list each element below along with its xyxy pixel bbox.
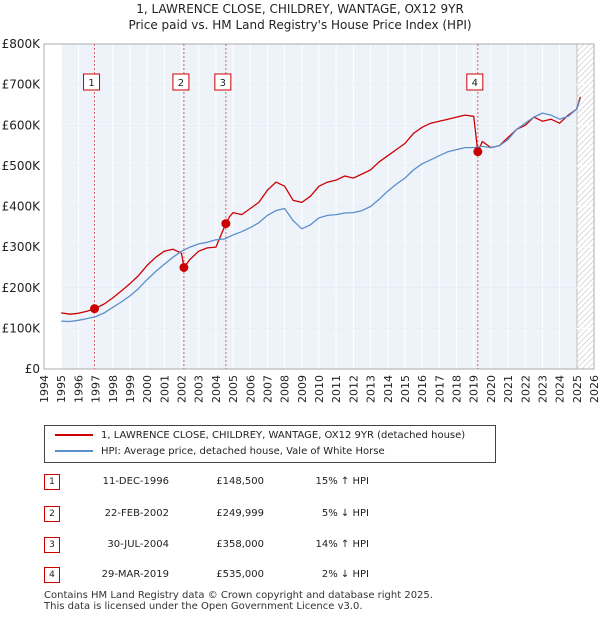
legend-label-hpi: HPI: Average price, detached house, Vale… bbox=[101, 446, 385, 457]
sale-point bbox=[473, 147, 483, 157]
transaction-price: £358,000 bbox=[216, 539, 264, 550]
x-tick-label: 2004 bbox=[210, 375, 223, 403]
x-tick-label: 1994 bbox=[38, 375, 51, 403]
y-tick-label: £800K bbox=[2, 37, 42, 51]
transaction-number-badge: 2 bbox=[44, 506, 60, 522]
x-tick-label: 2026 bbox=[588, 375, 600, 403]
x-tick-label: 2024 bbox=[554, 375, 567, 403]
sale-point bbox=[90, 304, 100, 314]
x-tick-label: 2003 bbox=[193, 375, 206, 403]
sale-number-box bbox=[466, 73, 484, 91]
sale-point bbox=[179, 262, 189, 272]
transaction-hpi-diff: 5% ↓ HPI bbox=[321, 508, 369, 519]
transaction-hpi-diff: 2% ↓ HPI bbox=[321, 569, 369, 580]
transaction-price: £535,000 bbox=[216, 569, 264, 580]
transaction-row: 3 30-JUL-2004 £358,000 14% ↑ HPI bbox=[44, 537, 464, 553]
chart-subtitle: Price paid vs. HM Land Registry's House … bbox=[128, 18, 472, 32]
x-tick-label: 2014 bbox=[382, 375, 395, 403]
x-tick-label: 2025 bbox=[571, 375, 584, 403]
price-chart: £0 £100K £200K £300K £400K £500K £600K £700K £80… bbox=[2, 37, 600, 403]
x-tick-label: 2013 bbox=[365, 375, 378, 403]
x-tick-label: 2020 bbox=[485, 375, 498, 403]
y-tick-label: £0 bbox=[25, 362, 40, 376]
x-tick-label: 2001 bbox=[158, 375, 171, 403]
x-tick-label: 2015 bbox=[399, 375, 412, 403]
transaction-number-badge: 4 bbox=[44, 567, 60, 583]
transaction-price: £148,500 bbox=[216, 476, 264, 487]
footer-licence: This data is licensed under the Open Gov… bbox=[44, 601, 363, 612]
x-tick-label: 2023 bbox=[536, 375, 549, 403]
x-tick-label: 2007 bbox=[261, 375, 274, 403]
y-tick-label: £200K bbox=[2, 281, 42, 295]
x-tick-label: 2000 bbox=[141, 375, 154, 403]
x-tick-label: 2017 bbox=[433, 375, 446, 403]
x-tick-label: 1998 bbox=[107, 375, 120, 403]
x-tick-label: 2009 bbox=[296, 375, 309, 403]
plot-frame bbox=[43, 43, 595, 370]
legend-item-property: 1, LAWRENCE CLOSE, CHILDREY, WANTAGE, OX… bbox=[55, 429, 465, 443]
x-tick-label: 2010 bbox=[313, 375, 326, 403]
hpi-line bbox=[61, 98, 581, 323]
legend-item-hpi: HPI: Average price, detached house, Vale… bbox=[55, 445, 385, 459]
sale-number-box bbox=[83, 73, 101, 91]
x-tick-label: 2022 bbox=[519, 375, 532, 403]
transaction-number-badge: 3 bbox=[44, 537, 60, 553]
transaction-date: 29-MAR-2019 bbox=[101, 569, 169, 580]
transaction-row: 2 22-FEB-2002 £249,999 5% ↓ HPI bbox=[44, 506, 464, 522]
sale-number-box bbox=[214, 73, 232, 91]
legend-label-property: 1, LAWRENCE CLOSE, CHILDREY, WANTAGE, OX… bbox=[101, 430, 466, 441]
transaction-date: 11-DEC-1996 bbox=[102, 476, 169, 487]
x-tick-label: 1997 bbox=[90, 375, 103, 403]
chart-legend: 1, LAWRENCE CLOSE, CHILDREY, WANTAGE, OX… bbox=[44, 425, 496, 463]
y-tick-label: £400K bbox=[2, 200, 42, 214]
y-tick-label: £500K bbox=[2, 159, 42, 173]
legend-swatch-hpi bbox=[55, 450, 93, 452]
transaction-date: 30-JUL-2004 bbox=[107, 539, 169, 550]
y-tick-label: £600K bbox=[2, 118, 42, 132]
x-tick-label: 1996 bbox=[72, 375, 85, 403]
y-tick-label: £300K bbox=[2, 240, 42, 254]
transaction-price: £249,999 bbox=[216, 508, 264, 519]
x-tick-label: 2006 bbox=[244, 375, 257, 403]
y-tick-label: £100K bbox=[2, 321, 42, 335]
sale-number-label: 1 bbox=[88, 78, 94, 89]
transaction-hpi-diff: 14% ↑ HPI bbox=[315, 539, 369, 550]
x-tick-label: 2011 bbox=[330, 375, 343, 403]
x-tick-label: 2012 bbox=[347, 375, 360, 403]
sale-number-label: 4 bbox=[472, 78, 478, 89]
x-tick-label: 1995 bbox=[55, 375, 68, 403]
x-tick-label: 2021 bbox=[502, 375, 515, 403]
x-tick-label: 2019 bbox=[468, 375, 481, 403]
transaction-row: 4 29-MAR-2019 £535,000 2% ↓ HPI bbox=[44, 567, 464, 583]
sale-number-box bbox=[172, 73, 190, 91]
transaction-date: 22-FEB-2002 bbox=[104, 508, 169, 519]
footer-copyright: Contains HM Land Registry data © Crown c… bbox=[44, 590, 433, 601]
footer-attribution: Contains HM Land Registry data © Crown c… bbox=[44, 590, 564, 612]
x-tick-label: 2002 bbox=[176, 375, 189, 403]
x-tick-label: 1999 bbox=[124, 375, 137, 403]
transaction-hpi-diff: 15% ↑ HPI bbox=[315, 476, 369, 487]
chart-title: 1, LAWRENCE CLOSE, CHILDREY, WANTAGE, OX… bbox=[136, 2, 464, 16]
sale-number-label: 3 bbox=[220, 78, 226, 89]
sale-point bbox=[221, 219, 231, 229]
x-tick-label: 2018 bbox=[451, 375, 464, 403]
x-tick-label: 2016 bbox=[416, 375, 429, 403]
transaction-number-badge: 1 bbox=[44, 474, 60, 490]
sale-number-label: 2 bbox=[178, 78, 184, 89]
legend-swatch-property bbox=[55, 434, 93, 436]
x-tick-label: 2008 bbox=[279, 375, 292, 403]
y-tick-label: £700K bbox=[2, 78, 42, 92]
transaction-row: 1 11-DEC-1996 £148,500 15% ↑ HPI bbox=[44, 474, 464, 490]
x-tick-label: 2005 bbox=[227, 375, 240, 403]
